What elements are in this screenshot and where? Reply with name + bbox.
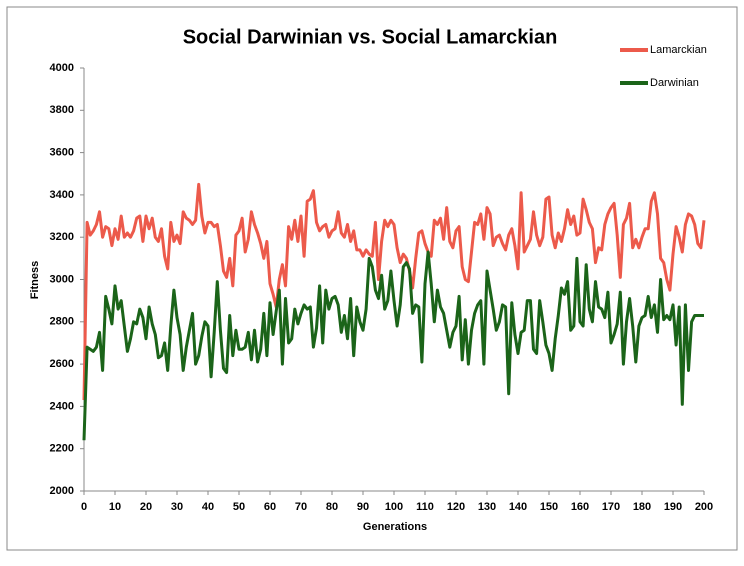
x-tick-label: 70 [295,501,307,513]
y-tick-label: 2600 [50,358,74,370]
y-tick-label: 3800 [50,104,74,116]
y-tick-label: 3600 [50,147,74,159]
x-tick-label: 150 [540,501,558,513]
series-line [82,182,706,401]
x-tick-label: 120 [447,501,465,513]
x-tick-label: 90 [357,501,369,513]
x-tick-label: 50 [233,501,245,513]
x-tick-label: 140 [509,501,527,513]
chart-title: Social Darwinian vs. Social Lamarckian [183,26,558,48]
x-tick-label: 0 [81,501,87,513]
x-tick-label: 110 [416,501,434,513]
y-tick-label: 2400 [50,400,74,412]
legend-label: Lamarckian [650,44,707,56]
x-tick-label: 130 [478,501,496,513]
x-tick-label: 80 [326,501,338,513]
x-tick-label: 180 [633,501,651,513]
x-tick-label: 60 [264,501,276,513]
series-line [82,250,704,441]
legend-label: Darwinian [650,77,699,89]
chart-border [6,6,738,551]
x-tick-label: 100 [385,501,403,513]
y-tick-label: 2200 [50,443,74,455]
y-tick-label: 3000 [50,273,74,285]
y-tick-label: 2800 [50,316,74,328]
x-tick-label: 170 [602,501,620,513]
x-tick-label: 160 [571,501,589,513]
y-tick-label: 2000 [50,485,74,497]
y-tick-label: 3200 [50,231,74,243]
x-tick-label: 20 [140,501,152,513]
x-tick-label: 10 [109,501,121,513]
x-tick-label: 190 [664,501,682,513]
x-axis-label: Generations [363,521,427,533]
y-axis-label: Fitness [29,261,41,300]
x-tick-label: 30 [171,501,183,513]
y-tick-label: 3400 [50,189,74,201]
y-tick-label: 4000 [50,62,74,74]
x-tick-label: 40 [202,501,214,513]
x-tick-label: 200 [695,501,713,513]
